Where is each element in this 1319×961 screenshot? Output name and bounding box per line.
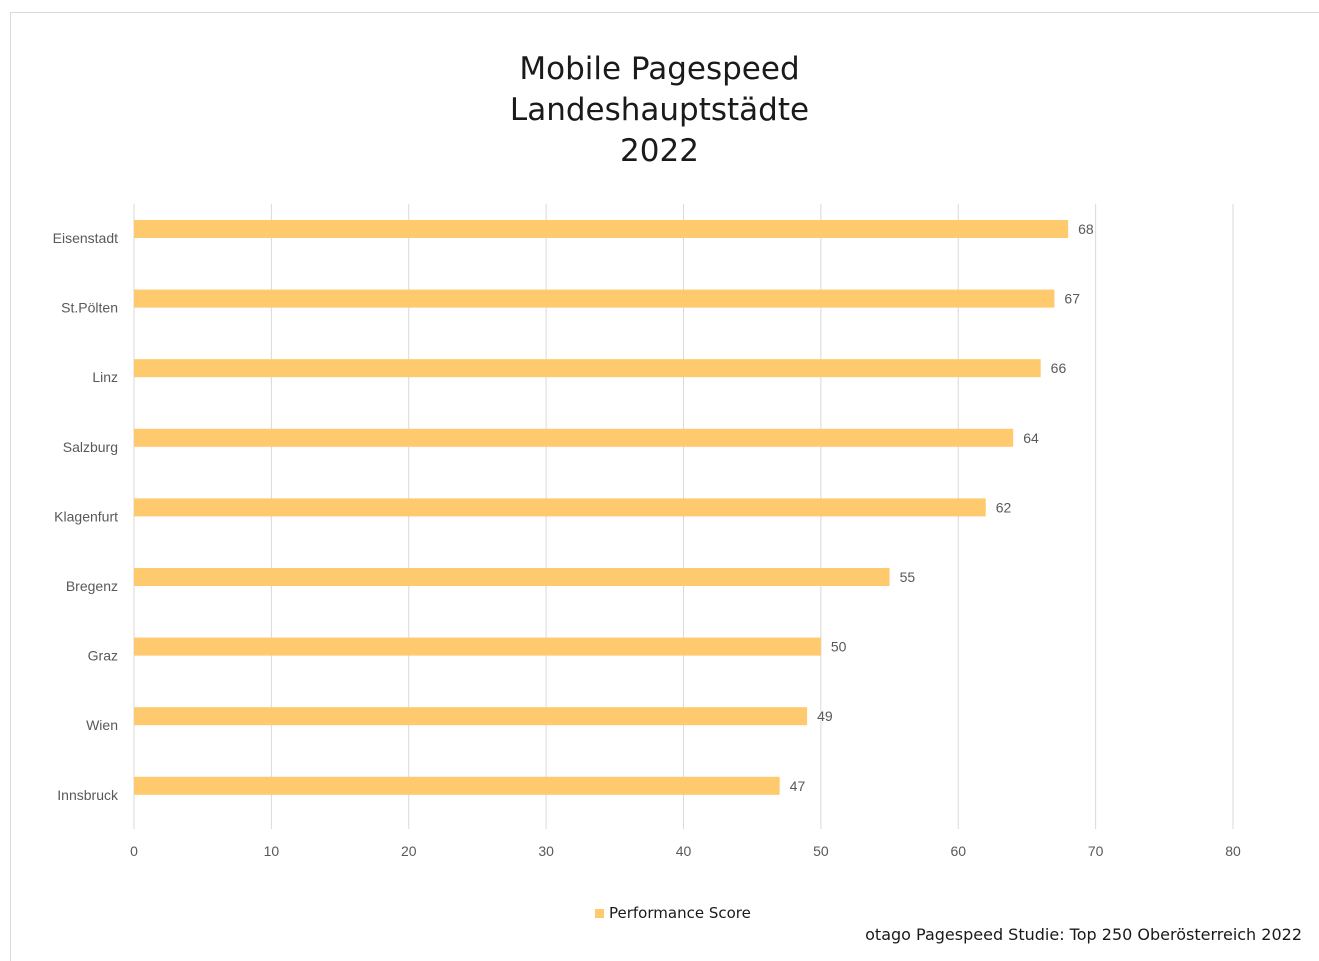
x-tick-label: 70 (1088, 843, 1104, 859)
bar (134, 498, 986, 517)
x-tick-label: 40 (676, 843, 692, 859)
data-label: 64 (1023, 430, 1039, 446)
x-tick-label: 80 (1225, 843, 1241, 859)
legend-label: Performance Score (609, 904, 751, 922)
category-label: Linz (92, 369, 118, 385)
chart-title-line-3: 2022 (620, 133, 699, 169)
category-label: Klagenfurt (54, 508, 118, 524)
category-label: St.Pölten (61, 300, 118, 316)
x-tick-label: 30 (538, 843, 554, 859)
chart-title-line-2: Landeshauptstädte (509, 92, 810, 128)
category-label: Wien (86, 717, 118, 733)
category-label: Salzburg (63, 439, 118, 455)
category-label: Eisenstadt (53, 230, 118, 246)
x-tick-label: 50 (813, 843, 829, 859)
data-label: 49 (817, 708, 833, 724)
bar (134, 359, 1041, 378)
bar (134, 637, 821, 656)
data-label: 62 (996, 499, 1012, 515)
legend-swatch (595, 908, 604, 918)
category-label: Graz (88, 648, 118, 664)
chart-frame (10, 12, 1319, 961)
data-label: 67 (1064, 291, 1080, 307)
chart-legend: Performance Score (595, 903, 751, 923)
x-tick-label: 20 (401, 843, 417, 859)
bar (134, 568, 890, 586)
chart-title-line-1: Mobile Pagespeed (519, 51, 800, 87)
x-tick-label: 0 (130, 843, 138, 859)
category-label: Bregenz (66, 578, 118, 594)
data-label: 68 (1078, 221, 1094, 237)
source-note: otago Pagespeed Studie: Top 250 Oberöste… (865, 925, 1302, 944)
data-label: 55 (900, 569, 916, 585)
bar (134, 428, 1014, 447)
bar (134, 220, 1069, 238)
x-tick-label: 10 (264, 843, 280, 859)
bar (134, 776, 780, 795)
category-label: Innsbruck (57, 787, 119, 803)
data-label: 66 (1051, 360, 1067, 376)
data-label: 47 (790, 778, 806, 794)
x-tick-label: 60 (950, 843, 966, 859)
bar (134, 289, 1055, 308)
data-label: 50 (831, 639, 847, 655)
bar (134, 707, 808, 726)
